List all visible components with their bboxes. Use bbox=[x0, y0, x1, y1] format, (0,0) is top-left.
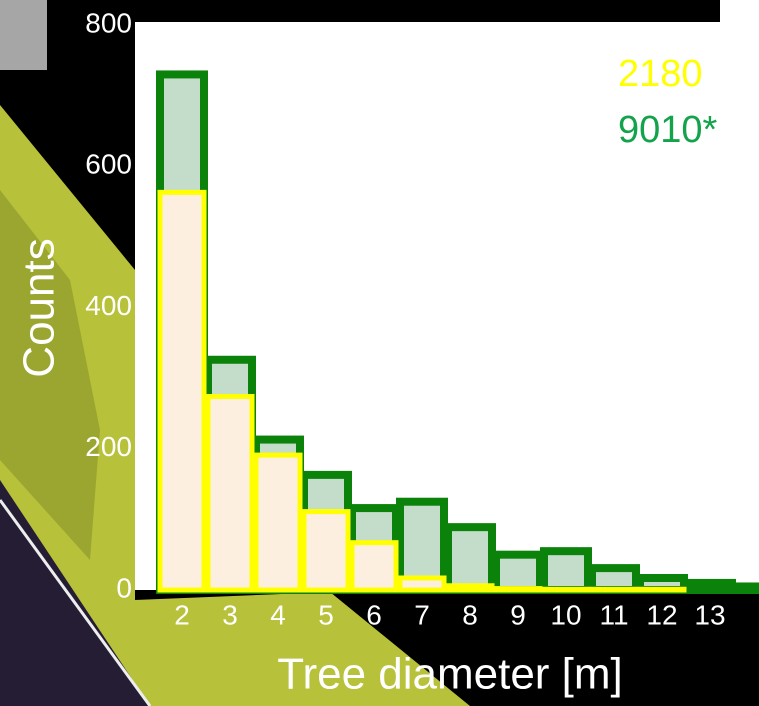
x-tick-label: 13 bbox=[694, 599, 725, 630]
x-tick-label: 2 bbox=[174, 599, 190, 630]
bar bbox=[445, 583, 495, 593]
x-tick-label: 9 bbox=[510, 599, 526, 630]
x-axis-title: Tree diameter [m] bbox=[277, 650, 623, 699]
gray-box bbox=[0, 0, 47, 70]
bar bbox=[541, 586, 591, 593]
bar bbox=[205, 393, 255, 593]
x-tick-label: 6 bbox=[366, 599, 382, 630]
legend-label: 2180 bbox=[618, 53, 703, 95]
legend-label: 9010* bbox=[618, 109, 718, 151]
bar bbox=[301, 509, 351, 593]
x-tick-label: 10 bbox=[550, 599, 581, 630]
bar bbox=[444, 523, 496, 594]
y-tick-label: 200 bbox=[85, 431, 132, 462]
road-line bbox=[0, 499, 152, 706]
x-tick-label: 12 bbox=[646, 599, 677, 630]
y-tick-label: 400 bbox=[85, 290, 132, 321]
x-tick-label: 5 bbox=[318, 599, 334, 630]
bar bbox=[492, 550, 544, 594]
x-tick-label: 3 bbox=[222, 599, 238, 630]
y-axis-title: Counts bbox=[15, 238, 64, 377]
bar bbox=[732, 582, 759, 594]
vegetation bbox=[0, 105, 470, 706]
y-tick-label: 600 bbox=[85, 149, 132, 180]
bar bbox=[540, 547, 592, 594]
corner bbox=[720, 0, 759, 22]
bar bbox=[397, 575, 447, 593]
x-tick-label: 8 bbox=[462, 599, 478, 630]
y-tick-label: 0 bbox=[116, 572, 132, 603]
y-tick-label: 800 bbox=[85, 7, 132, 38]
x-tick-label: 7 bbox=[414, 599, 430, 630]
bar bbox=[589, 586, 639, 593]
bar bbox=[493, 586, 543, 593]
ground-dark bbox=[0, 480, 150, 706]
vegetation-shade bbox=[0, 190, 100, 560]
x-tick-label: 4 bbox=[270, 599, 286, 630]
x-tick-label: 11 bbox=[599, 599, 628, 630]
bar bbox=[637, 586, 687, 593]
bar bbox=[588, 564, 640, 595]
bar bbox=[253, 452, 303, 593]
bar bbox=[157, 189, 207, 593]
bar bbox=[684, 578, 736, 594]
bar bbox=[349, 540, 399, 593]
